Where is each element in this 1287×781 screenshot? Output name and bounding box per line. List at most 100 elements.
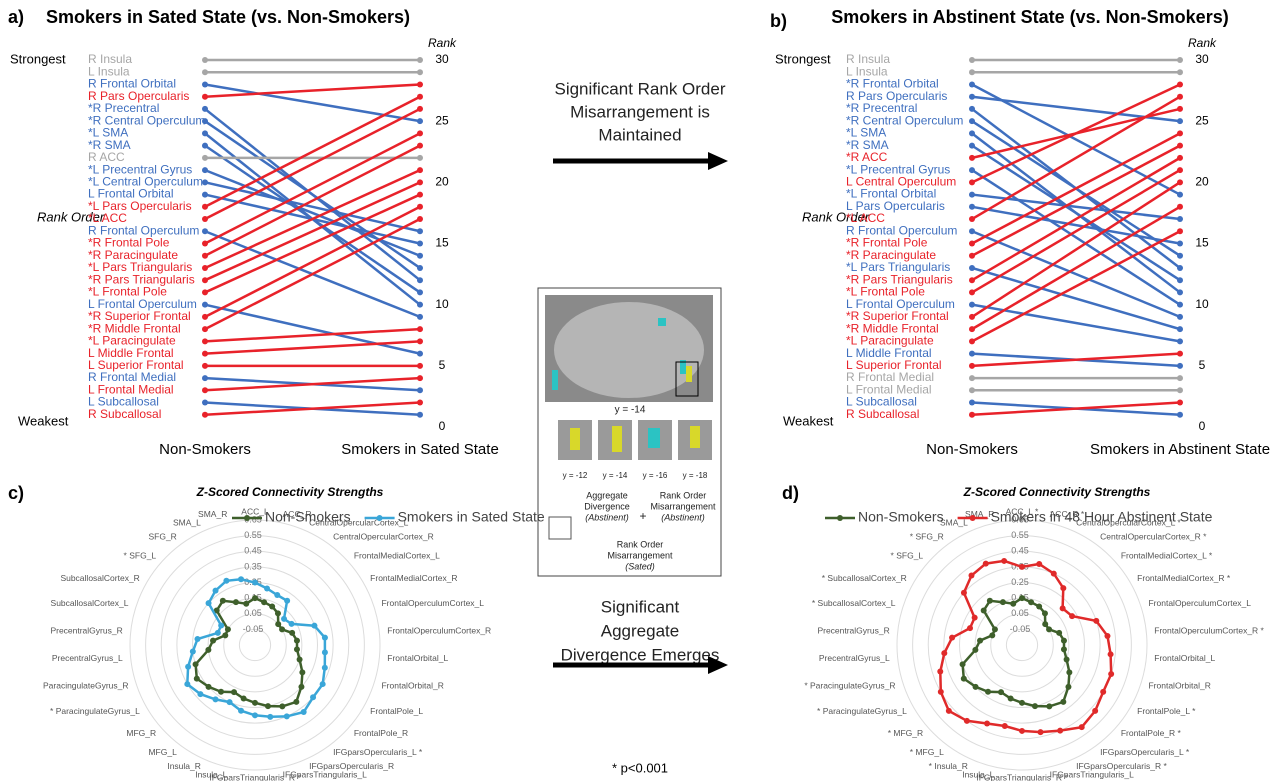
axis-category-label: FrontalMedialCortex_L * bbox=[1121, 550, 1213, 560]
series-point bbox=[243, 601, 249, 607]
series-point bbox=[985, 689, 991, 695]
rank-dot bbox=[417, 228, 423, 234]
series-point bbox=[281, 616, 287, 622]
axis-category-label: FrontalPole_R * bbox=[1121, 728, 1182, 738]
series-point bbox=[1066, 669, 1072, 675]
axis-category-label: PrecentralGyrus_R bbox=[817, 625, 889, 635]
axis-category-label: SFG_R bbox=[148, 532, 176, 542]
rank-dot bbox=[969, 155, 975, 161]
chart-title: Z-Scored Connectivity Strengths bbox=[196, 485, 384, 499]
slope-line bbox=[205, 329, 420, 341]
series-point bbox=[1060, 585, 1066, 591]
rank-dot bbox=[1177, 57, 1183, 63]
legend-text: Divergence bbox=[584, 501, 630, 511]
rank-dot bbox=[417, 289, 423, 295]
rank-dot bbox=[969, 400, 975, 406]
cluster bbox=[552, 370, 558, 390]
rank-dot bbox=[202, 81, 208, 87]
rank-dot bbox=[1177, 143, 1183, 149]
legend-text: Rank Order bbox=[660, 490, 707, 500]
series-point bbox=[298, 684, 304, 690]
y-tick-label: 15 bbox=[1195, 236, 1209, 250]
series-point bbox=[1019, 700, 1025, 706]
rank-dot bbox=[202, 338, 208, 344]
rank-dot bbox=[202, 69, 208, 75]
grid-ring bbox=[130, 520, 380, 770]
slice-label: y = -16 bbox=[643, 471, 668, 480]
y-tick-label: 0 bbox=[439, 419, 446, 433]
series-point bbox=[322, 649, 328, 655]
axis-title: Rank bbox=[1188, 36, 1217, 50]
axis-category-label: FrontalOrbital_R bbox=[1148, 680, 1210, 690]
x-axis-label: Smokers in Sated State bbox=[341, 441, 499, 458]
series-point bbox=[284, 713, 290, 719]
rank-dot bbox=[969, 289, 975, 295]
axis-category-label: FrontalMedialCortex_R bbox=[370, 573, 457, 583]
rank-dot bbox=[969, 314, 975, 320]
series-point bbox=[941, 650, 947, 656]
legend-marker bbox=[970, 515, 976, 521]
legend-swatch bbox=[549, 517, 571, 539]
series-point bbox=[231, 689, 237, 695]
series-point bbox=[213, 588, 219, 594]
rank-dot bbox=[417, 338, 423, 344]
legend-label: Smokers in 48 Hour Abstinent State bbox=[991, 509, 1213, 525]
grid-ring bbox=[239, 629, 270, 660]
axis-category-label: * SFG_R bbox=[910, 532, 944, 542]
series-point bbox=[1056, 630, 1062, 636]
arrow-head bbox=[708, 152, 728, 170]
slope-line bbox=[972, 182, 1180, 317]
rank-dot bbox=[417, 81, 423, 87]
axis-category-label: * SubcallosalCortex_L bbox=[812, 598, 896, 608]
rank-dot bbox=[1177, 400, 1183, 406]
series-point bbox=[1028, 599, 1034, 605]
rank-dot bbox=[1177, 241, 1183, 247]
rank-dot bbox=[417, 155, 423, 161]
series-point bbox=[1092, 708, 1098, 714]
axis-category-label: SubcallosalCortex_R bbox=[60, 573, 139, 583]
axis-category-label: Insula_R bbox=[167, 761, 201, 771]
rank-dot bbox=[202, 228, 208, 234]
rank-dot bbox=[417, 167, 423, 173]
series-point bbox=[1042, 610, 1048, 616]
legend-text: Misarrangement bbox=[650, 501, 716, 511]
series-point bbox=[1057, 728, 1063, 734]
rank-dot bbox=[417, 375, 423, 381]
series-point bbox=[320, 681, 326, 687]
series-point bbox=[252, 700, 258, 706]
legend-text: (Sated) bbox=[625, 561, 655, 571]
series-point bbox=[222, 632, 228, 638]
rank-dot bbox=[202, 94, 208, 100]
rank-dot bbox=[202, 253, 208, 259]
series-point bbox=[299, 669, 305, 675]
axis-category-label: * ParacingulateGyrus_L bbox=[50, 706, 140, 716]
r-tick-label: -0.05 bbox=[1010, 624, 1031, 634]
series-point bbox=[1060, 699, 1066, 705]
series-point bbox=[311, 623, 317, 629]
series-point bbox=[267, 714, 273, 720]
axis-category-label: CentralOpercularCortex_R * bbox=[1100, 532, 1207, 542]
rank-dot bbox=[202, 130, 208, 136]
axis-category-label: ParacingulateGyrus_R bbox=[43, 680, 129, 690]
legend-text: (Abstinent) bbox=[661, 512, 705, 522]
series-point bbox=[937, 669, 943, 675]
rank-dot bbox=[969, 265, 975, 271]
y-tick-label: 15 bbox=[435, 236, 449, 250]
series-point bbox=[938, 689, 944, 695]
series-point bbox=[946, 708, 952, 714]
axis-category-label: FrontalOperculumCortex_R * bbox=[1154, 625, 1264, 635]
panel-label: b) bbox=[770, 11, 787, 31]
rank-dot bbox=[1177, 130, 1183, 136]
rank-dot bbox=[202, 143, 208, 149]
rank-dot bbox=[417, 204, 423, 210]
rank-dot bbox=[202, 265, 208, 271]
rank-dot bbox=[202, 289, 208, 295]
r-tick-label: 0.05 bbox=[244, 608, 262, 618]
rank-dot bbox=[969, 130, 975, 136]
series-point bbox=[194, 676, 200, 682]
grid-ring bbox=[944, 567, 1100, 723]
axis-category-label: FrontalOperculumCortex_L bbox=[1148, 598, 1251, 608]
rank-dot bbox=[969, 167, 975, 173]
series-point bbox=[233, 599, 239, 605]
legend-marker bbox=[244, 515, 250, 521]
